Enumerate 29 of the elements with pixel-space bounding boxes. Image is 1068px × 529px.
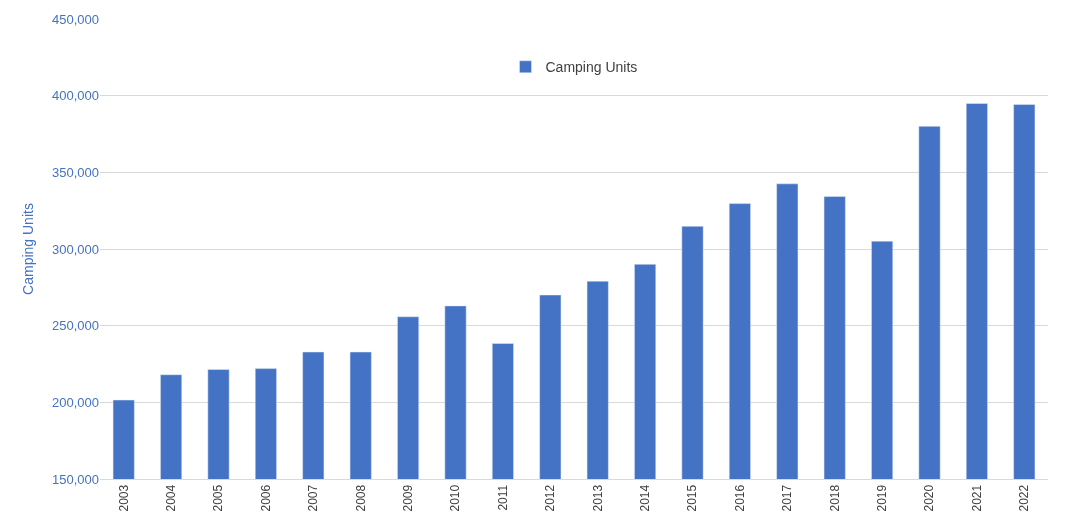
x-tick-label: 2013 xyxy=(590,484,605,512)
x-tick-label: 2012 xyxy=(543,484,558,512)
x-tick-label: 2020 xyxy=(922,484,937,512)
x-tick-label: 2003 xyxy=(116,484,131,512)
x-tick-label: 2007 xyxy=(306,484,321,512)
legend-label: Camping Units xyxy=(545,59,638,76)
y-axis-title: Camping Units xyxy=(19,203,36,295)
x-tick-label: 2006 xyxy=(258,484,273,512)
y-tick-label: 250,000 xyxy=(52,318,99,334)
x-tick-label: 2010 xyxy=(448,484,463,512)
y-tick-label: 150,000 xyxy=(52,471,99,487)
y-tick-label: 200,000 xyxy=(52,394,99,410)
x-tick-label: 2016 xyxy=(732,484,747,512)
y-tick-label: 300,000 xyxy=(52,241,99,257)
x-tick-label: 2008 xyxy=(353,484,368,512)
x-tick-label: 2009 xyxy=(401,484,415,512)
x-tick-label: 2014 xyxy=(638,484,652,512)
x-tick-label: 2022 xyxy=(1017,484,1032,512)
x-tick-label: 2011 xyxy=(495,484,510,511)
x-tick-label: 2018 xyxy=(827,484,842,512)
x-tick-label: 2017 xyxy=(780,484,795,512)
x-tick-label: 2021 xyxy=(969,484,984,512)
x-tick-label: 2004 xyxy=(164,484,178,512)
y-tick-label: 450,000 xyxy=(52,11,99,27)
y-tick-label: 350,000 xyxy=(52,164,99,180)
x-tick-label: 2019 xyxy=(875,484,889,512)
x-tick-label: 2005 xyxy=(211,484,226,512)
x-tick-label: 2015 xyxy=(685,484,700,512)
y-tick-label: 400,000 xyxy=(52,88,99,104)
